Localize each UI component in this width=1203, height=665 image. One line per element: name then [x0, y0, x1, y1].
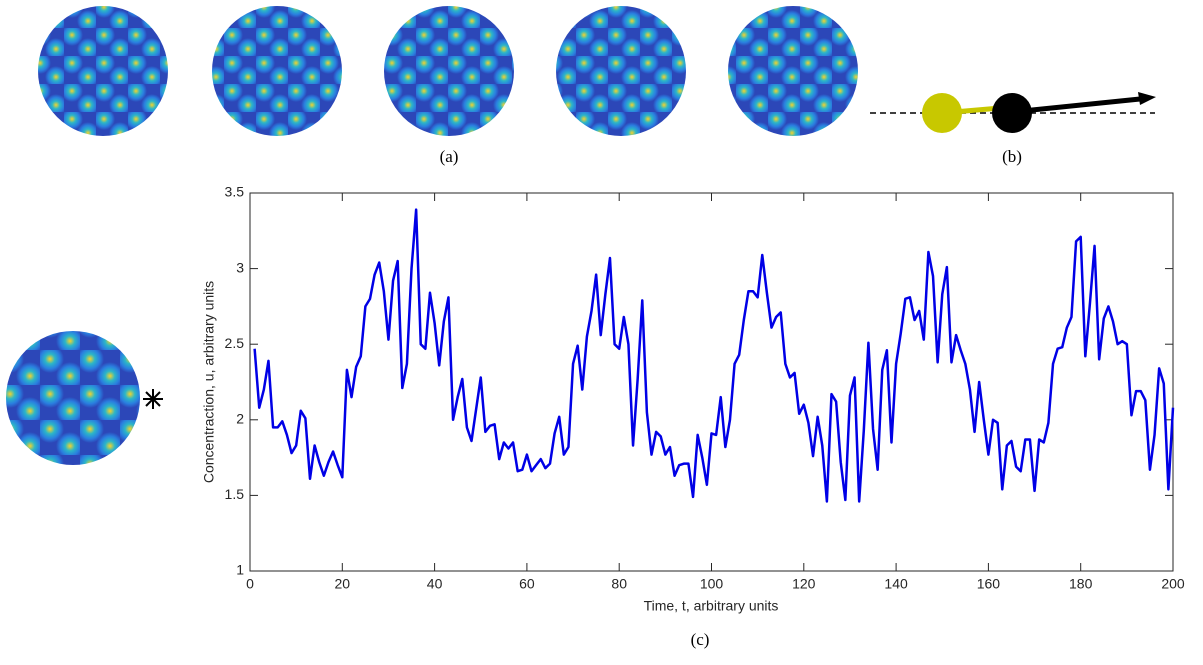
y-tick-label: 1.5	[225, 486, 245, 502]
panel-label: (a)	[440, 147, 459, 166]
y-tick-label: 2.5	[225, 335, 245, 351]
y-axis-label: Concentraction, u, arbitrary units	[201, 281, 217, 483]
x-tick-label: 120	[792, 576, 816, 592]
x-tick-label: 200	[1161, 576, 1185, 592]
data-line	[253, 208, 1175, 503]
x-tick-label: 20	[335, 576, 351, 592]
panel-label: (c)	[691, 630, 710, 649]
y-tick-label: 1	[236, 562, 244, 578]
panel-label: (b)	[1002, 147, 1022, 166]
snapshot	[384, 6, 514, 136]
x-axis-label: Time, t, arbitrary units	[644, 598, 779, 614]
snapshot	[38, 6, 168, 136]
snapshot	[212, 6, 342, 136]
diagram-b	[870, 92, 1156, 133]
x-tick-label: 160	[977, 576, 1001, 592]
snapshot	[556, 6, 686, 136]
x-tick-label: 60	[519, 576, 535, 592]
x-tick-label: 180	[1069, 576, 1093, 592]
y-tick-label: 3	[236, 259, 244, 275]
snapshot	[6, 331, 140, 465]
snapshot	[728, 6, 858, 136]
x-tick-label: 0	[246, 576, 254, 592]
y-tick-label: 2	[236, 411, 244, 427]
x-tick-label: 140	[884, 576, 908, 592]
pattern-snapshots	[6, 6, 858, 465]
y-tick-label: 3.5	[225, 184, 245, 200]
x-tick-label: 80	[611, 576, 627, 592]
x-tick-label: 40	[427, 576, 443, 592]
probe-marker	[143, 389, 163, 409]
x-tick-label: 100	[700, 576, 724, 592]
axes-box	[249, 192, 1174, 572]
